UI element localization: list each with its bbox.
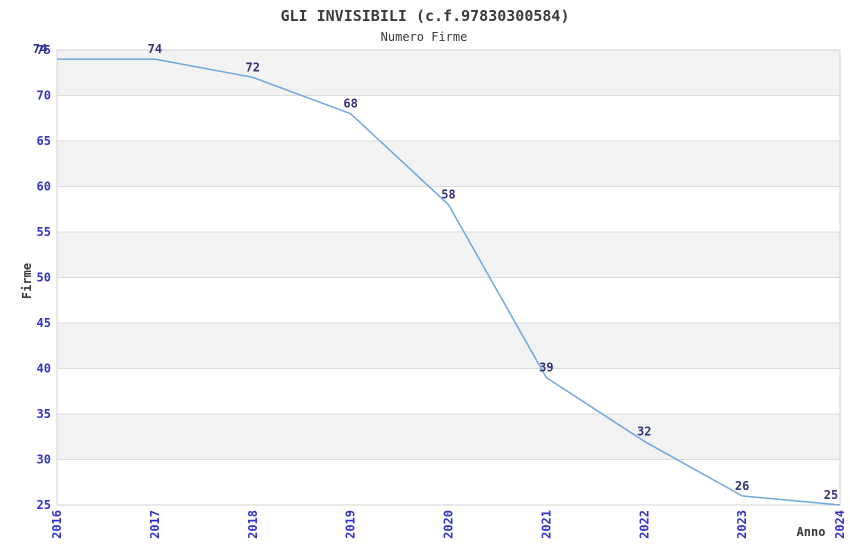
y-tick-label: 70 [37,89,51,103]
data-point-label: 26 [735,479,749,493]
plot-band [57,186,840,232]
chart-title: GLI INVISIBILI (c.f.97830300584) [281,7,570,25]
plot-band [57,50,840,96]
x-tick-label: 2017 [148,510,162,539]
plot-band [57,323,840,369]
plot-border [56,49,841,506]
y-tick-label: 65 [37,134,51,148]
x-tick-label: 2020 [442,510,456,539]
y-tick-label: 60 [37,180,51,194]
x-tick-label: 2016 [50,510,64,539]
data-line [57,58,841,506]
y-tick-label: 25 [37,498,51,512]
data-point-label: 74 [33,42,47,56]
y-tick-label: 35 [37,407,51,421]
y-tick-label: 75 [37,43,51,57]
x-tick-label: 2019 [344,510,358,539]
plot-band [57,368,840,414]
data-point-label: 72 [246,60,260,74]
plot-band [57,141,840,187]
plot-series: 74 74 72 68 58 39 32 26 25 [33,42,841,506]
data-point-label: 32 [637,424,651,438]
x-axis-title: Anno [797,525,826,539]
y-tick-label: 50 [37,271,51,285]
y-tick-label: 55 [37,225,51,239]
y-axis-title: Firme [20,263,34,299]
x-tick-label: 2018 [246,510,260,539]
x-tick-label: 2022 [637,510,651,539]
chart-subtitle: Numero Firme [381,30,468,44]
plot-band [57,459,840,505]
x-tick-label: 2024 [833,510,847,539]
x-tick-label: 2021 [539,510,553,539]
x-tick-label: 2023 [735,510,749,539]
plot-background: 25 30 35 40 45 50 55 60 65 70 75 2016 2017 2018 2019 20… [37,43,847,539]
plot-band [57,414,840,460]
data-point-label: 58 [441,188,455,202]
data-point-label: 39 [539,361,553,375]
y-tick-label: 30 [37,453,51,467]
plot-band [57,232,840,278]
plot-band [57,95,840,141]
data-point-label: 68 [343,97,357,111]
data-point-label: 74 [148,42,162,56]
y-tick-label: 45 [37,316,51,330]
plot-band [57,277,840,323]
data-point-label: 25 [824,488,838,502]
y-tick-label: 40 [37,362,51,376]
